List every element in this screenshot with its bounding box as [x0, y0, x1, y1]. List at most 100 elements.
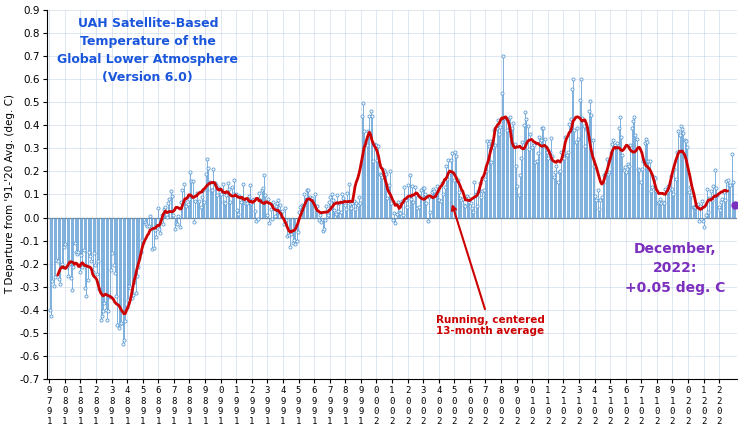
- Point: [136, 237, 148, 244]
- Point: [397, 212, 409, 219]
- Point: [112, 324, 124, 331]
- Point: [606, 140, 618, 147]
- Point: [149, 226, 161, 233]
- Point: [682, 143, 694, 150]
- Point: [358, 127, 370, 134]
- Point: [234, 192, 246, 199]
- Point: [223, 185, 235, 192]
- Point: [89, 261, 101, 268]
- Point: [479, 176, 491, 183]
- Point: [705, 187, 717, 194]
- Point: [153, 225, 165, 232]
- Point: [614, 114, 626, 121]
- Point: [181, 202, 192, 209]
- Point: [231, 207, 243, 214]
- Point: [377, 166, 389, 173]
- Point: [73, 248, 85, 255]
- Point: [70, 249, 82, 256]
- Point: [536, 125, 548, 132]
- Point: [700, 212, 712, 219]
- Point: [420, 199, 432, 206]
- Point: [114, 320, 126, 327]
- Point: [331, 191, 343, 198]
- Point: [598, 171, 610, 178]
- Point: [228, 176, 240, 183]
- Point: [568, 127, 580, 133]
- Point: [57, 264, 69, 271]
- Point: [82, 277, 94, 284]
- Point: [688, 204, 700, 211]
- Point: [468, 178, 480, 185]
- Point: [653, 199, 665, 206]
- Point: [376, 173, 388, 180]
- Point: [79, 284, 91, 291]
- Point: [239, 199, 251, 206]
- Point: [218, 198, 230, 205]
- Point: [643, 157, 655, 164]
- Point: [303, 194, 315, 200]
- Point: [640, 135, 652, 142]
- Point: [702, 209, 714, 216]
- Point: [514, 172, 526, 179]
- Point: [52, 258, 64, 265]
- Point: [363, 112, 375, 119]
- Point: [464, 198, 476, 205]
- Point: [200, 170, 212, 177]
- Point: [372, 143, 384, 149]
- Point: [386, 200, 398, 206]
- Point: [557, 153, 568, 160]
- Point: [336, 191, 348, 197]
- Point: [98, 299, 110, 306]
- Point: [517, 139, 529, 146]
- Point: [530, 159, 542, 166]
- Point: [250, 217, 262, 224]
- Point: [220, 192, 232, 199]
- Point: [197, 187, 209, 194]
- Point: [575, 76, 587, 83]
- Point: [276, 208, 288, 215]
- Point: [169, 226, 181, 232]
- Point: [682, 188, 694, 195]
- Point: [727, 179, 739, 186]
- Point: [354, 199, 366, 206]
- Point: [528, 142, 540, 149]
- Point: [410, 192, 422, 199]
- Point: [342, 189, 354, 196]
- Point: [288, 236, 300, 243]
- Point: [658, 200, 670, 206]
- Point: [384, 168, 396, 175]
- Point: [278, 220, 290, 227]
- Point: [163, 195, 175, 202]
- Point: [88, 250, 100, 257]
- Point: [189, 197, 201, 204]
- Point: [491, 124, 503, 131]
- Point: [80, 292, 92, 299]
- Point: [540, 143, 552, 150]
- Point: [269, 212, 281, 219]
- Point: [285, 231, 297, 238]
- Point: [215, 191, 227, 197]
- Point: [624, 142, 636, 149]
- Point: [128, 279, 140, 286]
- Point: [496, 90, 508, 97]
- Point: [305, 196, 317, 203]
- Point: [618, 167, 630, 174]
- Point: [166, 193, 178, 200]
- Point: [409, 184, 421, 191]
- Point: [662, 182, 674, 189]
- Point: [314, 211, 326, 218]
- Point: [58, 243, 70, 250]
- Point: [492, 117, 504, 124]
- Point: [145, 224, 157, 231]
- Point: [369, 140, 380, 147]
- Point: [262, 196, 274, 203]
- Point: [497, 52, 509, 59]
- Point: [687, 203, 699, 210]
- Point: [712, 203, 724, 210]
- Point: [622, 161, 634, 168]
- Point: [645, 187, 657, 194]
- Point: [289, 241, 301, 248]
- Point: [462, 195, 474, 202]
- Point: [46, 277, 58, 284]
- Point: [524, 130, 536, 137]
